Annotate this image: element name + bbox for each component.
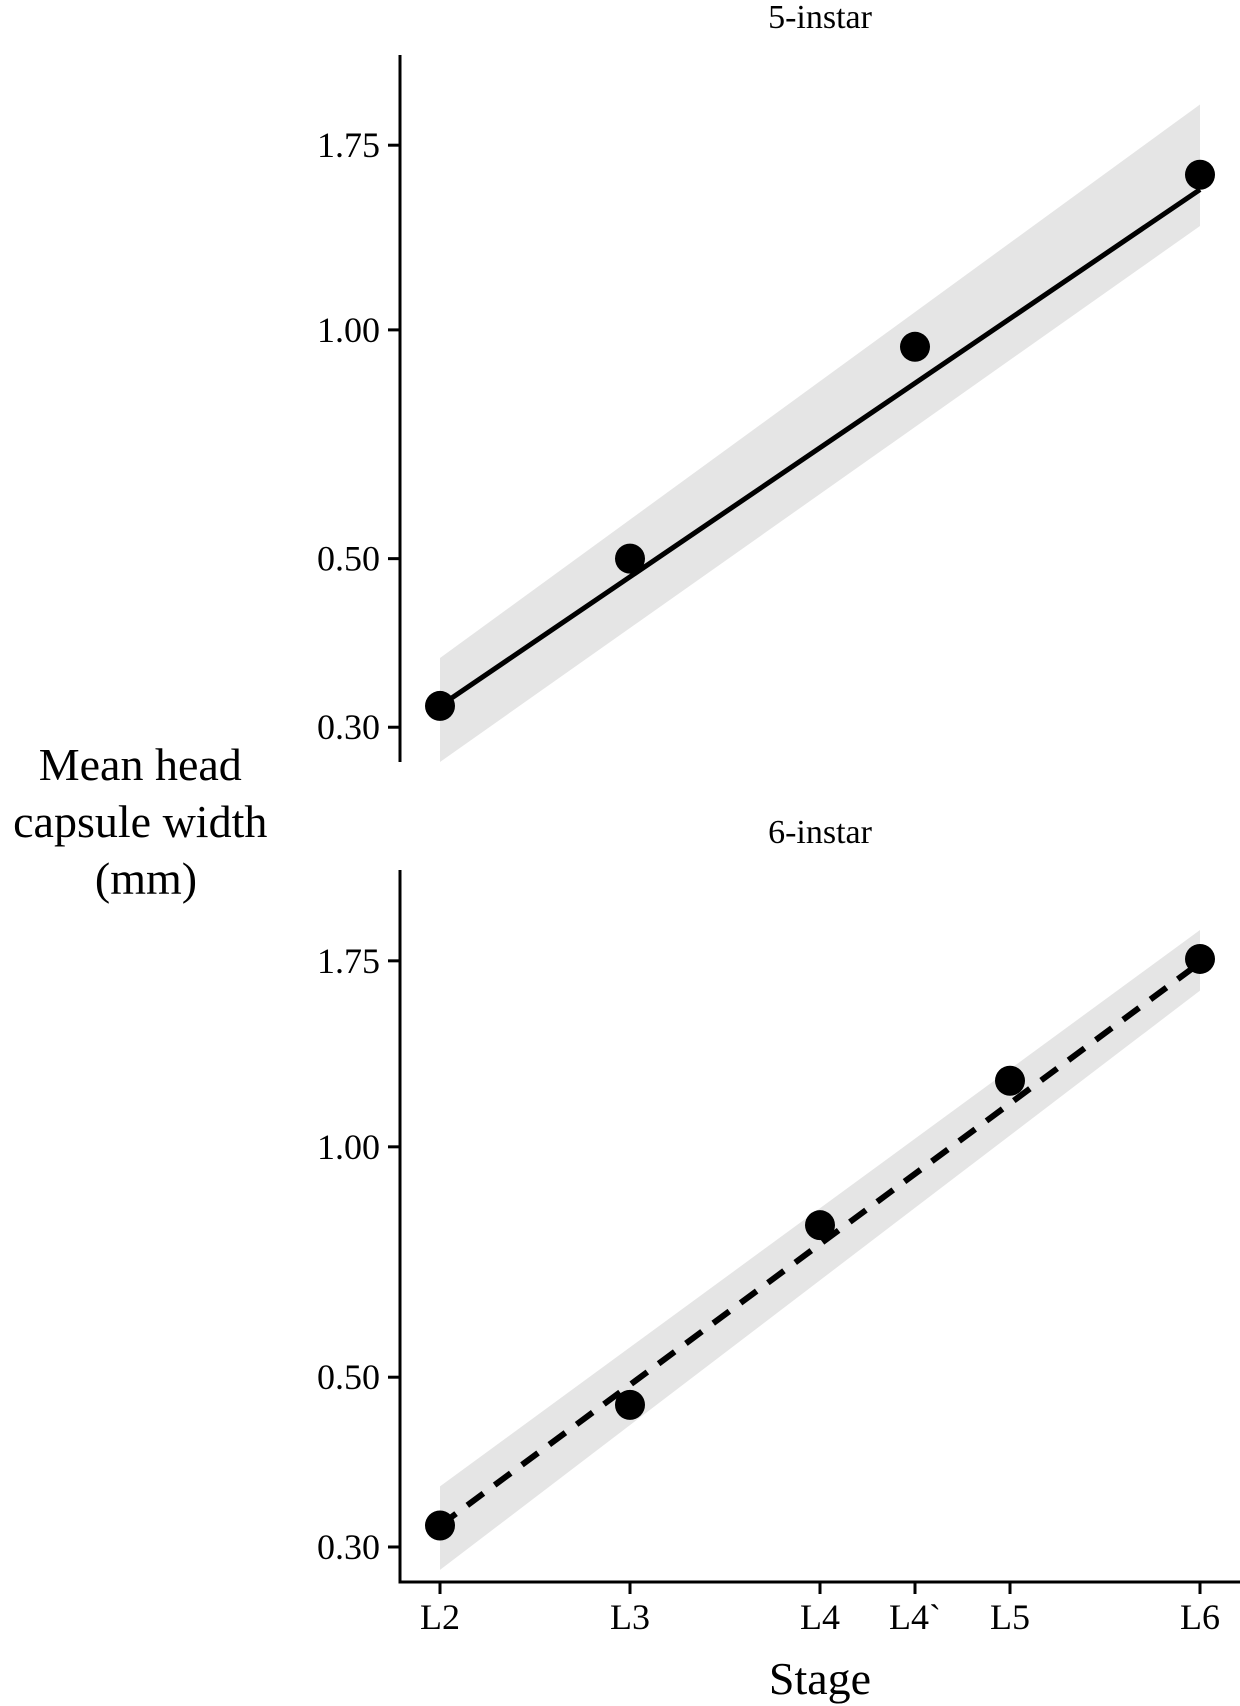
y-tick-label: 1.00: [317, 1127, 380, 1167]
y-tick-label: 1.75: [317, 941, 380, 981]
data-points: [425, 159, 1215, 721]
data-point-L2: [425, 690, 455, 721]
data-point-L3: [615, 543, 645, 574]
x-tick-label: L4`: [889, 1597, 941, 1637]
data-point-L2: [425, 1510, 455, 1541]
y-axis-title-line-1: Mean head: [39, 739, 242, 790]
y-tick-label: 1.00: [317, 310, 380, 350]
panel-title: 6-instar: [768, 814, 873, 851]
y-axis-ticks: 0.30 0.50 1.00 1.75: [317, 125, 400, 747]
y-axis-ticks: 0.30 0.50 1.00 1.75: [317, 941, 400, 1567]
data-points: [425, 943, 1215, 1541]
y-tick-label: 0.30: [317, 1527, 380, 1567]
y-tick-label: 1.75: [317, 125, 380, 165]
data-point-L3: [615, 1389, 645, 1420]
fit-line: [438, 187, 1202, 708]
y-tick-label: 0.30: [317, 707, 380, 747]
confidence-band: [440, 930, 1200, 1570]
data-point-L6: [1185, 943, 1215, 974]
y-tick-label: 0.50: [317, 1357, 380, 1397]
data-point-L6: [1185, 159, 1215, 190]
y-tick-label: 0.50: [317, 539, 380, 579]
x-tick-label: L2: [420, 1597, 460, 1637]
x-tick-label: L5: [990, 1597, 1030, 1637]
x-axis-title: Stage: [769, 1653, 871, 1704]
x-tick-label: L3: [610, 1597, 650, 1637]
data-point-L4: [805, 1210, 835, 1241]
fit-line: [438, 960, 1202, 1528]
data-point-L4: [900, 331, 930, 362]
y-axis-title-line-3: (mm): [95, 853, 197, 904]
panel-title: 5-instar: [768, 0, 873, 36]
x-tick-label: L4: [800, 1597, 840, 1637]
confidence-band: [440, 104, 1200, 762]
panel-5-instar: 5-instar 0.30 0.50 1.00 1.75: [317, 0, 1215, 762]
x-axis-ticks: L2 L3 L4 L4` L5 L6: [420, 1582, 1220, 1637]
y-axis-title-line-2: capsule width: [13, 796, 267, 847]
panel-6-instar: 6-instar 0.30 0.50 1.00 1.75: [317, 814, 1215, 1584]
data-point-L5: [995, 1065, 1025, 1096]
x-tick-label: L6: [1180, 1597, 1220, 1637]
y-axis-title: Mean head capsule width (mm): [13, 739, 279, 904]
